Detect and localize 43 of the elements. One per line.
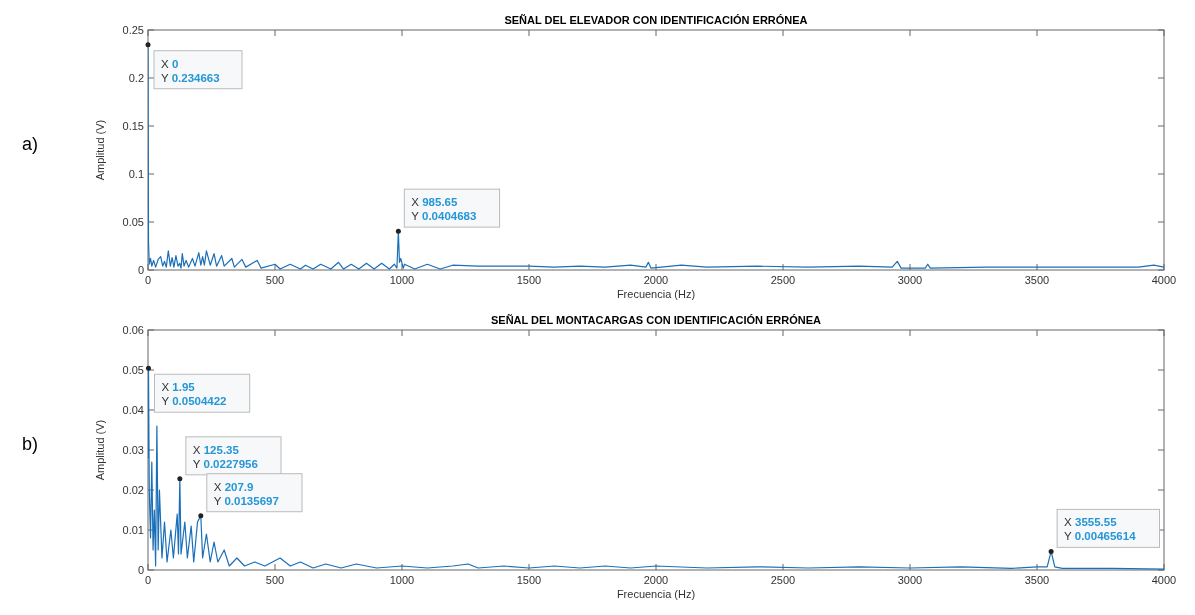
y-tick-label: 0.2 bbox=[128, 72, 144, 84]
x-tick-label: 3000 bbox=[897, 574, 923, 586]
y-tick-label: 0.01 bbox=[122, 524, 144, 536]
annotation: X 207.9 Y 0.0135697 bbox=[213, 480, 279, 507]
y-tick-label: 0.05 bbox=[122, 364, 144, 376]
x-tick-label: 500 bbox=[265, 574, 285, 586]
x-tick-label: 2000 bbox=[643, 274, 669, 286]
x-tick-label: 1500 bbox=[516, 574, 542, 586]
y-tick-label: 0.03 bbox=[122, 444, 144, 456]
x-tick-label: 4000 bbox=[1151, 574, 1177, 586]
x-tick-label: 2500 bbox=[770, 274, 796, 286]
y-tick-label: 0.02 bbox=[122, 484, 144, 496]
y-tick-label: 0.06 bbox=[122, 324, 144, 336]
x-axis-title: Frecuencia (Hz) bbox=[616, 588, 696, 600]
y-tick-label: 0.04 bbox=[122, 404, 144, 416]
x-tick-label: 500 bbox=[265, 274, 285, 286]
annotation: X 0 Y 0.234663 bbox=[161, 57, 220, 84]
x-tick-label: 2000 bbox=[643, 574, 669, 586]
x-tick-label: 3500 bbox=[1024, 274, 1050, 286]
chart-title: SEÑAL DEL MONTACARGAS CON IDENTIFICACIÓN ERRÓNEA bbox=[490, 314, 822, 326]
x-tick-label: 3500 bbox=[1024, 574, 1050, 586]
y-tick-label: 0.1 bbox=[128, 168, 144, 180]
x-axis-title: Frecuencia (Hz) bbox=[616, 288, 696, 300]
y-axis-title: Amplitud (V) bbox=[94, 419, 106, 481]
y-tick-label: 0.15 bbox=[122, 120, 144, 132]
annotation: X 1.95 Y 0.0504422 bbox=[161, 381, 227, 408]
x-tick-label: 1500 bbox=[516, 274, 542, 286]
text: a) bbox=[22, 134, 39, 154]
x-tick-label: 1000 bbox=[389, 574, 415, 586]
x-tick-label: 1000 bbox=[389, 274, 415, 286]
y-tick-label: 0.05 bbox=[122, 216, 144, 228]
y-axis-title: Amplitud (V) bbox=[94, 119, 106, 181]
annotation: X 125.35 Y 0.0227956 bbox=[192, 443, 258, 470]
x-tick-label: 4000 bbox=[1151, 274, 1177, 286]
y-tick-label: 0.25 bbox=[122, 24, 144, 36]
x-tick-label: 3000 bbox=[897, 274, 923, 286]
x-tick-label: 2500 bbox=[770, 574, 796, 586]
text: b) bbox=[22, 434, 39, 454]
annotation: X 3555.55 Y 0.00465614 bbox=[1064, 516, 1137, 543]
y-tick-label: 0 bbox=[137, 564, 144, 576]
annotation: X 985.65 Y 0.0404683 bbox=[411, 196, 477, 223]
chart-title: SEÑAL DEL ELEVADOR CON IDENTIFICACIÓN ERRÓNEA bbox=[504, 14, 808, 26]
y-tick-label: 0 bbox=[137, 264, 144, 276]
